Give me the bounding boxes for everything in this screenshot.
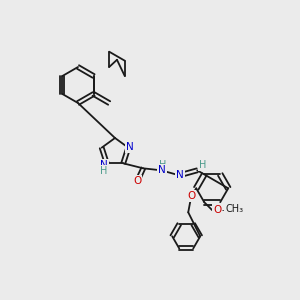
- Text: N: N: [158, 165, 166, 175]
- Text: N: N: [126, 142, 134, 152]
- Text: H: H: [199, 160, 206, 170]
- Text: O: O: [133, 176, 141, 186]
- Text: —: —: [222, 206, 231, 215]
- Text: O: O: [187, 191, 195, 201]
- Text: N: N: [100, 160, 108, 170]
- Text: CH₃: CH₃: [225, 204, 243, 214]
- Text: N: N: [176, 170, 184, 180]
- Text: O: O: [213, 205, 221, 215]
- Text: H: H: [100, 166, 107, 176]
- Text: H: H: [158, 160, 166, 170]
